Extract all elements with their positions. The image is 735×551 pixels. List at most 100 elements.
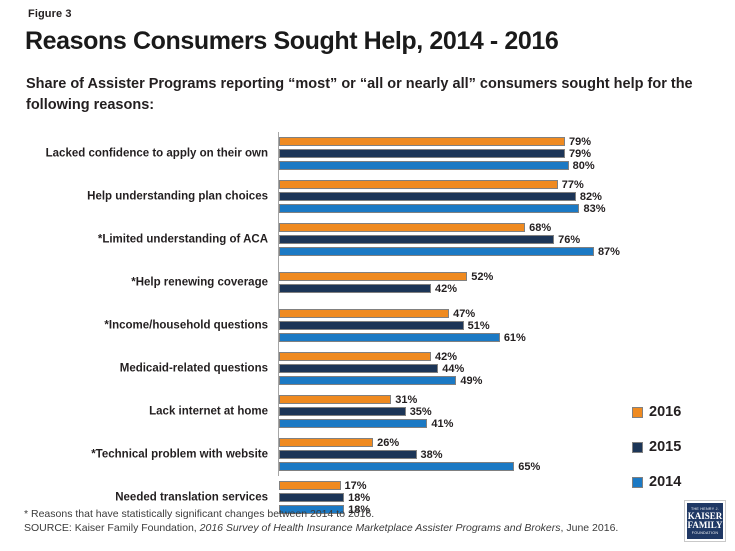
source-prefix: SOURCE: Kaiser Family Foundation, — [24, 522, 200, 534]
bar-2016[interactable] — [279, 180, 558, 189]
bar-2015[interactable] — [279, 450, 417, 459]
bar-2014[interactable] — [279, 333, 500, 342]
legend-label: 2014 — [649, 474, 682, 490]
chart-row: Help understanding plan choices 77% 82% 83% — [0, 175, 735, 218]
bar-2014[interactable] — [279, 419, 428, 428]
bar-line: 68% — [279, 221, 735, 234]
bar-value-label: 44% — [442, 362, 465, 375]
bar-line: 51% — [279, 319, 735, 332]
bar-value-label: 52% — [471, 270, 494, 283]
category-label: *Help renewing coverage — [131, 275, 268, 288]
legend-swatch-icon — [632, 406, 643, 418]
bar-2014[interactable] — [279, 247, 594, 256]
bar-value-label: 38% — [420, 448, 443, 461]
bar-value-label: 26% — [377, 436, 400, 449]
bar-line: 80% — [279, 160, 735, 172]
bar-2014[interactable] — [279, 505, 345, 514]
category-label: *Income/household questions — [104, 318, 268, 331]
chart-row: Needed translation services 17% 18% 18% — [0, 476, 735, 519]
bar-line: 79% — [279, 135, 735, 148]
bar-line: 38% — [279, 448, 735, 461]
bar-value-label: 42% — [435, 350, 458, 363]
chart-row: Medicaid-related questions 42% 44% 49% — [0, 347, 735, 390]
footnote: * Reasons that have statistically signif… — [24, 508, 375, 520]
bar-value-label: 79% — [568, 135, 591, 148]
bar-value-label: 76% — [558, 233, 581, 246]
bar-line: 83% — [279, 203, 735, 215]
source-title: 2016 Survey of Health Insurance Marketpl… — [199, 522, 561, 534]
bar-line: 49% — [279, 374, 735, 387]
bar-2014[interactable] — [279, 204, 580, 213]
legend-item-2016[interactable]: 2016 — [632, 404, 681, 420]
bar-value-label: 79% — [568, 147, 591, 160]
legend-item-2015[interactable]: 2015 — [632, 439, 681, 455]
bar-2016[interactable] — [279, 352, 432, 361]
bar-2015[interactable] — [279, 149, 565, 158]
bar-2015[interactable] — [279, 493, 345, 502]
category-label: *Limited understanding of ACA — [97, 232, 268, 245]
category-label: Lacked confidence to apply on their own — [45, 146, 268, 159]
bar-2016[interactable] — [279, 481, 341, 490]
bar-2016[interactable] — [279, 438, 374, 447]
legend-swatch-icon — [632, 476, 643, 488]
bar-2016[interactable] — [279, 223, 526, 232]
bar-line: 76% — [279, 233, 735, 246]
chart-row: *Help renewing coverage 52% 42% — [0, 261, 735, 304]
bar-value-label: 51% — [467, 319, 490, 332]
bar-value-label: 65% — [518, 460, 541, 473]
chart-row: Lacked confidence to apply on their own 7… — [0, 132, 735, 175]
bar-line: 87% — [279, 245, 735, 258]
legend-item-2014[interactable]: 2014 — [632, 474, 681, 490]
bar-2015[interactable] — [279, 407, 406, 416]
logo-line-3: FAMILY — [687, 520, 723, 530]
bar-value-label: 77% — [561, 178, 584, 191]
bar-2014[interactable] — [279, 161, 569, 170]
bar-2014[interactable] — [279, 462, 515, 471]
bar-2015[interactable] — [279, 235, 555, 244]
bar-value-label: 68% — [529, 221, 552, 234]
bar-line: 79% — [279, 147, 735, 160]
bar-2015[interactable] — [279, 284, 432, 293]
bar-2016[interactable] — [279, 272, 468, 281]
legend-swatch-icon — [632, 441, 643, 453]
chart-row: *Income/household questions 47% 51% 61% — [0, 304, 735, 347]
bar-value-label: 49% — [460, 374, 483, 387]
legend-label: 2015 — [649, 439, 682, 455]
bar-value-label: 87% — [597, 245, 620, 258]
bar-line: 17% — [279, 479, 735, 492]
chart-plot-area: Lacked confidence to apply on their own 7… — [0, 128, 735, 516]
bar-2015[interactable] — [279, 364, 439, 373]
bar-rows: Lacked confidence to apply on their own 7… — [0, 132, 735, 519]
row-bar-group: 31% 35% 41% — [279, 390, 735, 433]
category-label: Lack internet at home — [149, 404, 268, 417]
value-axis-line — [278, 132, 279, 476]
bar-2016[interactable] — [279, 395, 392, 404]
row-bar-group: 52% 42% — [279, 261, 735, 304]
bar-value-label: 42% — [435, 282, 458, 295]
bar-2015[interactable] — [279, 192, 576, 201]
chart-row: *Technical problem with website 26% 38% 65% — [0, 433, 735, 476]
logo-line-2: KAISER — [687, 511, 723, 521]
chart-row: Lack internet at home 31% 35% 41% — [0, 390, 735, 433]
kaiser-family-foundation-logo: THE HENRY J. KAISER FAMILY FOUNDATION — [684, 500, 726, 542]
row-bar-group: 17% 18% 18% — [279, 476, 735, 519]
bar-2014[interactable] — [279, 376, 457, 385]
logo-line-4: FOUNDATION — [691, 531, 719, 535]
row-bar-group: 77% 82% 83% — [279, 175, 735, 218]
bar-line: 77% — [279, 178, 735, 191]
bar-value-label: 18% — [348, 491, 371, 504]
bar-line: 18% — [279, 491, 735, 504]
bar-value-label: 35% — [409, 405, 432, 418]
row-bar-group: 79% 79% 80% — [279, 132, 735, 175]
bar-2016[interactable] — [279, 137, 565, 146]
category-label: Help understanding plan choices — [87, 189, 268, 202]
bar-2015[interactable] — [279, 321, 464, 330]
bar-line: 47% — [279, 308, 735, 320]
row-bar-group: 47% 51% 61% — [279, 304, 735, 347]
bar-line: 31% — [279, 394, 735, 406]
chart-row: *Limited understanding of ACA 68% 76% 87% — [0, 218, 735, 261]
bar-value-label: 41% — [431, 417, 454, 430]
bar-value-label: 17% — [344, 479, 367, 492]
chart-legend: 2016 2015 2014 — [632, 404, 681, 509]
bar-2016[interactable] — [279, 309, 450, 318]
